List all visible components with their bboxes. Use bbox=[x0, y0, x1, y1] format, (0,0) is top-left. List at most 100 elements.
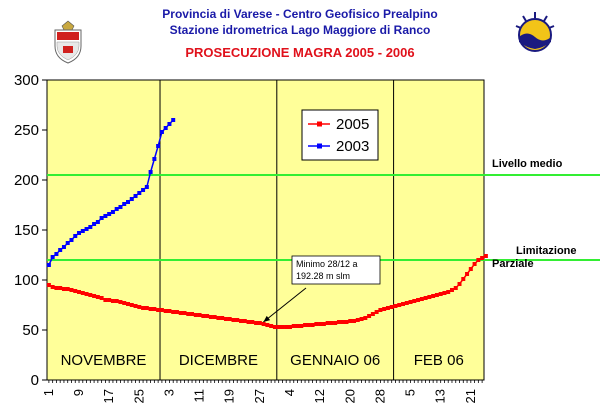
annotation-text: 192.28 m slm bbox=[296, 271, 350, 281]
data-point-2005 bbox=[483, 254, 488, 258]
data-point-2005 bbox=[144, 306, 149, 310]
annotation-arrow bbox=[263, 287, 307, 323]
data-point-2005 bbox=[408, 300, 413, 304]
data-point-2005 bbox=[80, 291, 85, 295]
data-point-2005 bbox=[125, 302, 130, 306]
data-point-2003 bbox=[110, 210, 115, 214]
data-point-2003 bbox=[58, 248, 63, 252]
y-tick-label: 250 bbox=[14, 122, 39, 139]
data-point-2003 bbox=[156, 144, 161, 148]
data-point-2005 bbox=[148, 307, 153, 311]
header-title-line2: Stazione idrometrica Lago Maggiore di Ra… bbox=[169, 23, 431, 37]
data-point-2005 bbox=[227, 317, 232, 321]
data-point-2005 bbox=[69, 288, 74, 292]
data-point-2003 bbox=[118, 205, 123, 209]
data-point-2005 bbox=[190, 312, 195, 316]
data-point-2005 bbox=[480, 256, 485, 260]
data-point-2005 bbox=[449, 288, 454, 292]
data-point-2005 bbox=[186, 312, 191, 316]
legend-label: 2003 bbox=[336, 138, 369, 155]
y-tick-label: 150 bbox=[14, 222, 39, 239]
month-label: GENNAIO 06 bbox=[290, 352, 380, 369]
plot-background bbox=[46, 79, 485, 381]
x-tick-label: 20 bbox=[342, 389, 357, 403]
data-point-2005 bbox=[265, 323, 270, 327]
data-point-2003 bbox=[125, 200, 130, 204]
data-point-2005 bbox=[269, 324, 274, 328]
data-point-2005 bbox=[171, 310, 176, 314]
data-point-2005 bbox=[250, 320, 255, 324]
data-point-2003 bbox=[95, 220, 100, 224]
data-point-2005 bbox=[453, 286, 458, 290]
data-point-2005 bbox=[242, 319, 247, 323]
data-point-2003 bbox=[84, 227, 89, 231]
data-point-2005 bbox=[465, 272, 470, 276]
data-point-2005 bbox=[118, 300, 123, 304]
data-point-2005 bbox=[423, 296, 428, 300]
data-point-2005 bbox=[336, 320, 341, 324]
data-point-2005 bbox=[141, 306, 146, 310]
data-point-2005 bbox=[472, 262, 477, 266]
data-point-2003 bbox=[69, 238, 74, 242]
data-point-2005 bbox=[159, 308, 164, 312]
month-label: DICEMBRE bbox=[179, 352, 258, 369]
data-point-2005 bbox=[137, 305, 142, 309]
reference-label: Livello medio bbox=[492, 158, 563, 170]
data-point-2005 bbox=[65, 287, 70, 291]
data-point-2003 bbox=[99, 216, 104, 220]
data-point-2005 bbox=[363, 316, 368, 320]
data-point-2005 bbox=[174, 310, 179, 314]
data-point-2005 bbox=[374, 310, 379, 314]
data-point-2005 bbox=[397, 303, 402, 307]
data-point-2005 bbox=[156, 308, 161, 312]
annotation-text: Minimo 28/12 a bbox=[296, 259, 358, 269]
data-point-2005 bbox=[216, 316, 221, 320]
data-point-2003 bbox=[77, 231, 82, 235]
data-point-2005 bbox=[434, 293, 439, 297]
data-point-2005 bbox=[46, 283, 51, 287]
data-point-2005 bbox=[393, 304, 398, 308]
data-point-2003 bbox=[159, 130, 164, 134]
data-point-2005 bbox=[73, 289, 78, 293]
x-tick-label: 17 bbox=[101, 389, 116, 403]
x-tick-label: 28 bbox=[372, 389, 387, 403]
data-point-2003 bbox=[80, 229, 85, 233]
data-point-2003 bbox=[163, 126, 168, 130]
legend-box bbox=[301, 109, 379, 161]
data-point-2003 bbox=[137, 191, 142, 195]
data-point-2003 bbox=[88, 225, 93, 229]
data-point-2003 bbox=[122, 202, 127, 206]
data-point-2005 bbox=[352, 319, 357, 323]
data-point-2005 bbox=[299, 324, 304, 328]
data-point-2005 bbox=[359, 317, 364, 321]
data-point-2005 bbox=[110, 299, 115, 303]
data-point-2003 bbox=[92, 222, 97, 226]
data-point-2005 bbox=[476, 258, 481, 262]
legend-swatch-marker bbox=[317, 143, 322, 149]
data-point-2005 bbox=[61, 287, 66, 291]
data-point-2005 bbox=[223, 317, 228, 321]
data-point-2005 bbox=[50, 285, 55, 289]
data-point-2005 bbox=[295, 324, 300, 328]
legend-label: 2005 bbox=[336, 116, 369, 133]
x-tick-label: 5 bbox=[403, 389, 418, 396]
x-tick-label: 19 bbox=[222, 389, 237, 403]
data-point-2005 bbox=[348, 319, 353, 323]
header-title-line1: Provincia di Varese - Centro Geofisico P… bbox=[162, 7, 438, 21]
data-point-2003 bbox=[148, 170, 153, 174]
data-point-2005 bbox=[129, 303, 134, 307]
geophysical-center-logo-icon bbox=[515, 12, 555, 52]
x-tick-label: 21 bbox=[463, 389, 478, 403]
y-tick-label: 0 bbox=[31, 372, 39, 389]
data-point-2005 bbox=[355, 318, 360, 322]
data-point-2005 bbox=[208, 315, 213, 319]
data-point-2005 bbox=[58, 286, 63, 290]
data-point-2005 bbox=[310, 323, 315, 327]
data-point-2005 bbox=[212, 315, 217, 319]
data-point-2003 bbox=[129, 197, 134, 201]
data-point-2005 bbox=[431, 294, 436, 298]
x-tick-label: 1 bbox=[41, 389, 56, 396]
data-point-2005 bbox=[340, 320, 345, 324]
data-point-2003 bbox=[50, 255, 55, 259]
data-point-2005 bbox=[385, 306, 390, 310]
